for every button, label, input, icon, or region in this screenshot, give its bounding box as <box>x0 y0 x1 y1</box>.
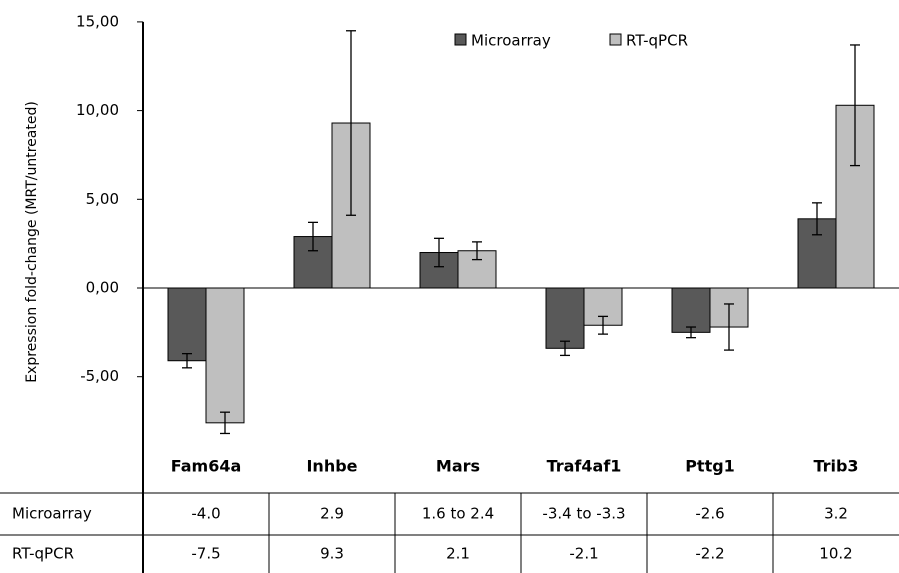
table-cell: -2.1 <box>569 545 598 563</box>
table-cell: -2.6 <box>695 505 724 523</box>
bar <box>167 287 207 362</box>
legend-swatch <box>454 33 467 46</box>
x-tick-label: Traf4af1 <box>547 457 622 476</box>
table-cell: -3.4 to -3.3 <box>542 505 625 523</box>
table-cell: -2.2 <box>695 545 724 563</box>
table-cell: 9.3 <box>320 545 344 563</box>
x-tick-label: Fam64a <box>171 457 242 476</box>
bar <box>545 287 585 349</box>
x-tick-label: Pttg1 <box>685 457 735 476</box>
error-bar <box>724 303 734 351</box>
table-cell: 10.2 <box>819 545 852 563</box>
error-bar <box>346 30 356 216</box>
table-cell: 2.1 <box>446 545 470 563</box>
error-bar <box>812 202 822 236</box>
error-bar <box>686 326 696 339</box>
y-tick-label: 5,00 <box>86 190 119 208</box>
y-tick-label: 15,00 <box>76 12 119 30</box>
table-cell: 1.6 to 2.4 <box>422 505 494 523</box>
y-tick-label: 0,00 <box>86 279 119 297</box>
error-bar <box>560 340 570 357</box>
table-cell: 3.2 <box>824 505 848 523</box>
error-bar <box>472 241 482 261</box>
table-cell: RT-qPCR <box>12 545 74 563</box>
table-cell: Microarray <box>12 505 92 523</box>
table-cell: -7.5 <box>191 545 220 563</box>
legend-label: Microarray <box>471 32 551 50</box>
x-tick-label: Inhbe <box>306 457 357 476</box>
error-bar <box>598 315 608 335</box>
table-cell: -4.0 <box>191 505 220 523</box>
y-tick-label: 10,00 <box>76 101 119 119</box>
x-tick-label: Trib3 <box>813 457 858 476</box>
bar <box>205 287 245 424</box>
error-bar <box>434 237 444 268</box>
table-cell: 2.9 <box>320 505 344 523</box>
error-bar <box>308 221 318 252</box>
error-bar <box>850 44 860 167</box>
bar <box>671 287 711 333</box>
legend-label: RT-qPCR <box>626 32 688 50</box>
error-bar <box>220 411 230 435</box>
error-bar <box>182 352 192 369</box>
x-tick-label: Mars <box>436 457 480 476</box>
legend-swatch <box>609 33 622 46</box>
y-axis-label: Expression fold-change (MRT/untreated) <box>24 101 40 383</box>
y-tick-label: -5,00 <box>80 367 119 385</box>
